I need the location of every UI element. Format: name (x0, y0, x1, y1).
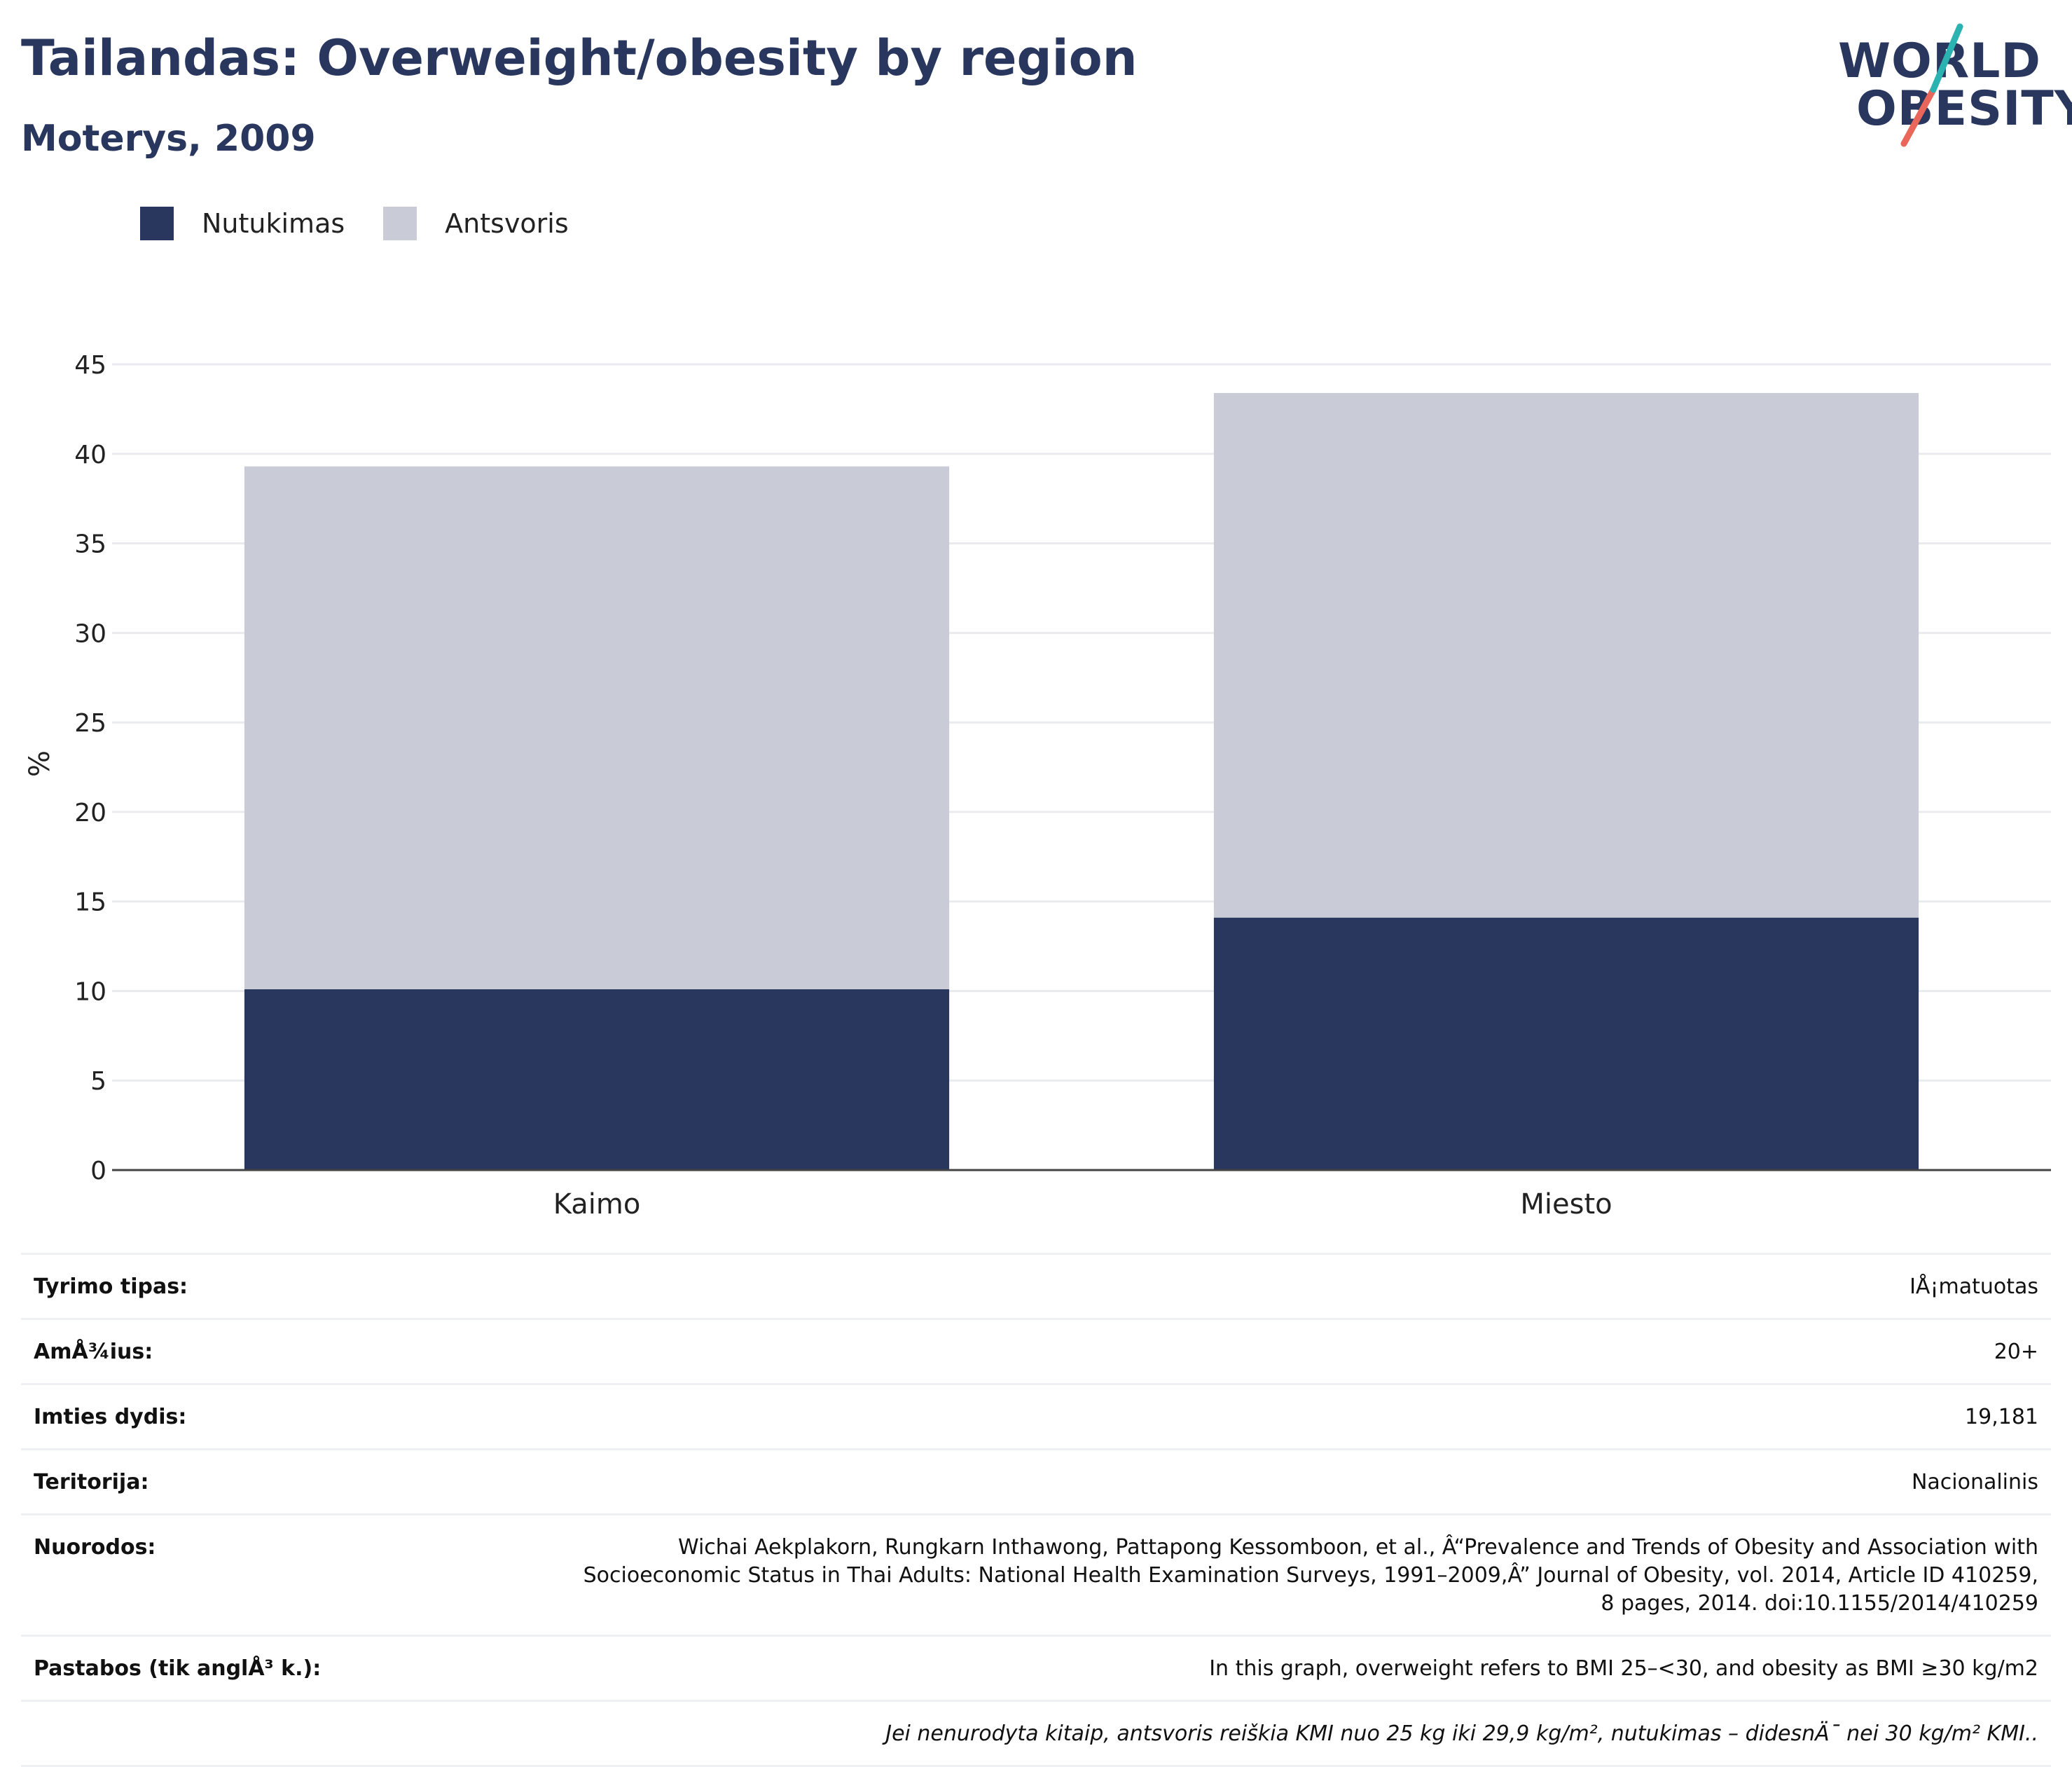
info-row-territory: Teritorija: Nacionalinis (21, 1450, 2051, 1515)
page-title: Tailandas: Overweight/obesity by region (21, 29, 1138, 87)
y-tick-label: 15 (74, 888, 106, 917)
bar-kaimo-antsvoris[interactable] (244, 466, 950, 989)
page-subtitle: Moterys, 2009 (21, 118, 316, 160)
survey-info-table: Tyrimo tipas: IÅ¡matuotas AmÅ¾ius: 20+ I… (21, 1253, 2051, 1767)
legend-label-overweight: Antsvoris (445, 208, 569, 239)
y-tick-label: 5 (90, 1067, 106, 1096)
info-row-references: Nuorodos: Wichai Aekplakorn, Rungkarn In… (21, 1515, 2051, 1637)
x-tick-label-miesto: Miesto (1520, 1188, 1612, 1221)
y-axis-ticks: 0 5 10 15 20 25 30 35 40 45 (74, 351, 106, 1185)
info-row-survey-type: Tyrimo tipas: IÅ¡matuotas (21, 1255, 2051, 1320)
stacked-bar-chart: 0 5 10 15 20 25 30 35 40 45 Kaimo Miesto % (24, 351, 2051, 1221)
y-tick-label: 30 (74, 619, 106, 648)
info-row-age: AmÅ¾ius: 20+ (21, 1320, 2051, 1385)
legend-label-obesity: Nutukimas (202, 208, 345, 239)
y-tick-label: 45 (74, 351, 106, 380)
world-obesity-logo: WORLD OBESITY (1828, 21, 2072, 147)
y-tick-label: 0 (90, 1157, 106, 1185)
y-tick-label: 25 (74, 709, 106, 738)
bar-kaimo-nutukimas[interactable] (244, 989, 950, 1170)
bar-miesto-antsvoris[interactable] (1213, 392, 1919, 918)
y-tick-label: 10 (74, 977, 106, 1006)
info-label-notes: Pastabos (tik anglÅ³ k.): (34, 1656, 322, 1681)
info-value-references: Wichai Aekplakorn, Rungkarn Inthawong, P… (583, 1535, 2038, 1616)
x-axis-labels: Kaimo Miesto (553, 1188, 1612, 1221)
bar-miesto-nutukimas[interactable] (1213, 917, 1919, 1170)
bars (244, 392, 1919, 1170)
y-tick-label: 40 (74, 441, 106, 469)
info-value-age: 20+ (1994, 1340, 2038, 1364)
info-label-sample-size: Imties dydis: (34, 1405, 187, 1429)
legend: Nutukimas Antsvoris (140, 207, 607, 240)
legend-item-overweight[interactable]: Antsvoris (383, 207, 569, 240)
info-value-notes: In this graph, overweight refers to BMI … (1209, 1656, 2038, 1681)
logo-slash-icon (1900, 23, 1963, 147)
y-tick-label: 35 (74, 530, 106, 559)
info-footnote: Jei nenurodyta kitaip, antsvoris reiškia… (885, 1721, 2038, 1746)
x-tick-label-kaimo: Kaimo (553, 1188, 641, 1221)
info-row-sample-size: Imties dydis: 19,181 (21, 1385, 2051, 1450)
y-tick-label: 20 (74, 799, 106, 827)
info-label-age: AmÅ¾ius: (34, 1340, 153, 1364)
info-label-survey-type: Tyrimo tipas: (34, 1274, 188, 1299)
info-row-footnote: Jei nenurodyta kitaip, antsvoris reiškia… (21, 1702, 2051, 1767)
info-value-territory: Nacionalinis (1911, 1470, 2038, 1494)
info-value-sample-size: 19,181 (1965, 1405, 2038, 1429)
y-axis-label: % (24, 750, 56, 777)
legend-item-obesity[interactable]: Nutukimas (140, 207, 345, 240)
legend-swatch-overweight (383, 207, 417, 240)
legend-swatch-obesity (140, 207, 174, 240)
info-value-survey-type: IÅ¡matuotas (1909, 1274, 2038, 1299)
info-row-notes: Pastabos (tik anglÅ³ k.): In this graph,… (21, 1637, 2051, 1702)
info-label-territory: Teritorija: (34, 1470, 149, 1494)
info-label-references: Nuorodos: (34, 1535, 156, 1560)
logo-text-line2: OBESITY (1856, 81, 2072, 137)
